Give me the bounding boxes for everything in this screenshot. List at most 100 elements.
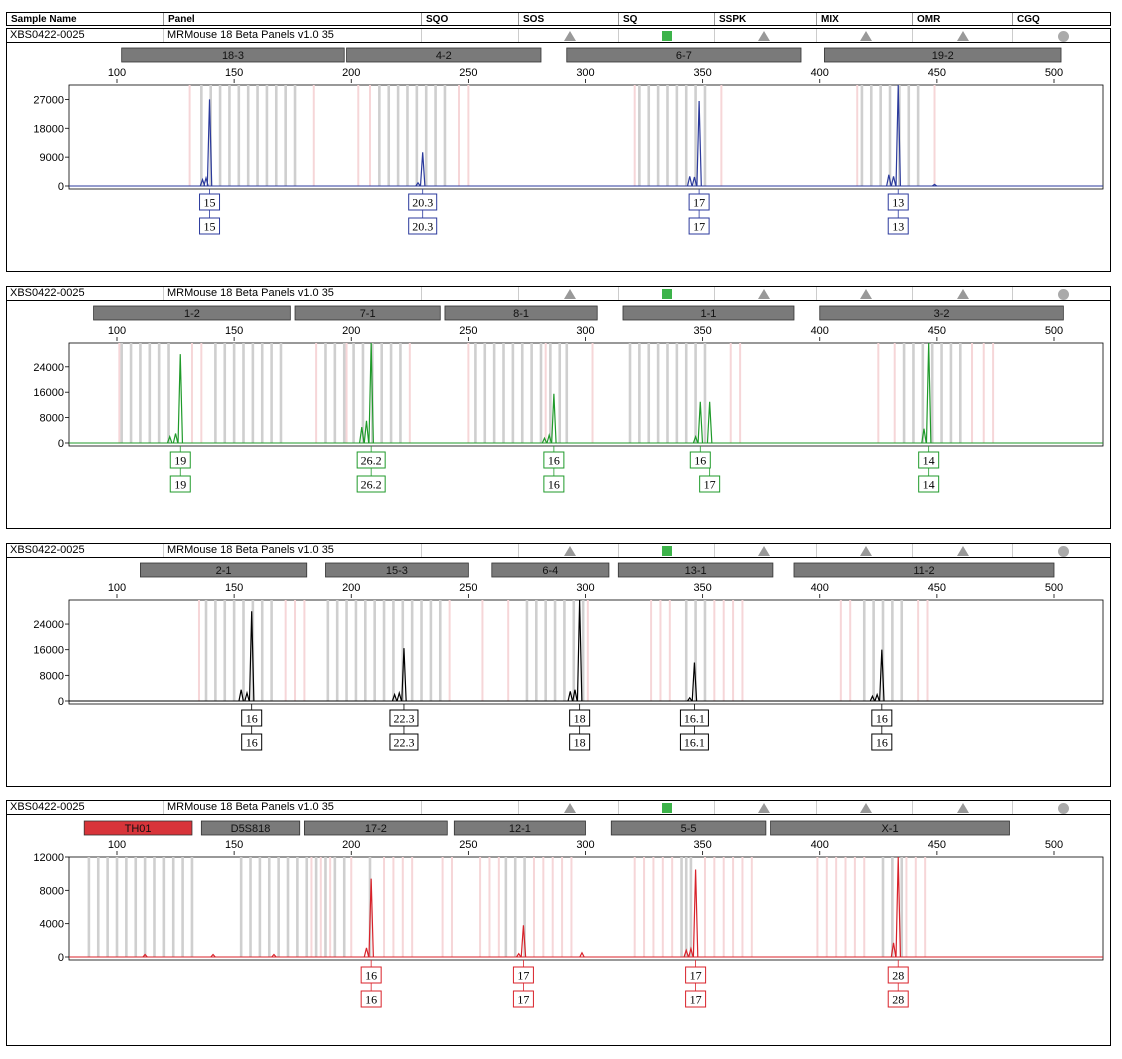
marker-bar[interactable]	[617, 562, 774, 578]
marker-bar[interactable]	[325, 562, 469, 578]
bin-pink	[458, 85, 461, 186]
sample-row[interactable]: XBS0422-0025 MRMouse 18 Beta Panels v1.0…	[7, 544, 1110, 558]
electropherogram-plot[interactable]: 2-1 15-3 6-4 13-1 11-2 100 150 200 250 300 350 400 4…	[7, 558, 1110, 800]
marker-bar[interactable]	[770, 820, 1010, 836]
bin-gray	[907, 85, 911, 186]
bin-pink	[190, 343, 193, 443]
electropherogram-plot[interactable]: 1-2 7-1 8-1 1-1 3-2 100 150 200 250 300 350 400 450 5…	[7, 301, 1110, 542]
sample-row[interactable]: XBS0422-0025 MRMouse 18 Beta Panels v1.0…	[7, 801, 1110, 815]
omr-triangle-icon	[957, 289, 969, 299]
trace-peak	[546, 432, 552, 444]
col-cgq[interactable]: CGQ	[1012, 13, 1110, 25]
marker-bar[interactable]	[294, 305, 441, 321]
bin-gray	[87, 857, 91, 957]
marker-bar[interactable]	[303, 820, 448, 836]
bin-gray	[429, 600, 433, 701]
marker-bar[interactable]	[346, 47, 542, 63]
allele-call-label: 16	[365, 993, 377, 1007]
col-sspk[interactable]: SSPK	[714, 13, 816, 25]
col-panel[interactable]: Panel	[163, 13, 421, 25]
trace-peak	[516, 952, 522, 958]
marker-bar[interactable]	[121, 47, 345, 63]
x-tick-label: 150	[225, 67, 243, 79]
trace-peak	[177, 354, 184, 444]
col-sq[interactable]: SQ	[618, 13, 714, 25]
marker-bar[interactable]	[793, 562, 1055, 578]
allele-call-label: 22.3	[393, 736, 414, 750]
marker-bar[interactable]	[622, 305, 795, 321]
bin-pink	[312, 85, 315, 186]
bin-pink	[497, 857, 500, 957]
bin-gray	[549, 343, 552, 443]
sample-row[interactable]: XBS0422-0025 MRMouse 18 Beta Panels v1.0…	[7, 287, 1110, 301]
allele-call-label: 26.2	[361, 478, 382, 492]
marker-bar[interactable]	[200, 820, 301, 836]
bin-gray	[525, 600, 529, 701]
marker-bar[interactable]	[491, 562, 610, 578]
sos-cell	[518, 801, 618, 814]
bin-pink	[652, 857, 655, 957]
x-tick-label: 250	[459, 325, 477, 337]
allele-call-label: 26.2	[361, 454, 382, 468]
bin-gray	[401, 600, 405, 701]
bin-gray	[513, 857, 517, 957]
bin-pink	[971, 343, 974, 443]
panel-name: MRMouse 18 Beta Panels v1.0 35	[163, 29, 421, 42]
marker-bar[interactable]	[566, 47, 802, 63]
y-tick-label: 8000	[40, 885, 64, 897]
marker-bar[interactable]	[140, 562, 308, 578]
col-sample-name[interactable]: Sample Name	[11, 14, 77, 25]
bin-gray	[916, 85, 920, 186]
trace-peak	[419, 152, 426, 187]
trace-peak	[869, 694, 876, 702]
trace-peak	[391, 692, 398, 702]
bin-pink	[591, 343, 594, 443]
col-mix[interactable]: MIX	[816, 13, 912, 25]
bin-pink	[839, 600, 842, 701]
bin-gray	[96, 857, 100, 957]
marker-bar[interactable]	[83, 820, 193, 836]
bin-pink	[668, 600, 671, 701]
bin-gray	[296, 857, 299, 957]
bin-gray	[270, 343, 273, 443]
bin-pink	[633, 85, 636, 186]
trace-peak	[691, 662, 698, 702]
bin-pink	[507, 600, 510, 701]
bin-gray	[389, 343, 393, 443]
allele-call-box	[871, 733, 893, 751]
sample-row[interactable]: XBS0422-0025 MRMouse 18 Beta Panels v1.0…	[7, 29, 1110, 43]
bin-pink	[863, 857, 866, 957]
allele-call-box	[887, 990, 909, 1008]
marker-bar[interactable]	[444, 305, 598, 321]
bin-gray	[139, 343, 142, 443]
marker-bar[interactable]	[93, 305, 291, 321]
bin-gray	[900, 857, 904, 957]
panel-name: MRMouse 18 Beta Panels v1.0 35	[163, 801, 421, 814]
bin-pink	[345, 343, 348, 443]
allele-call-box	[685, 990, 707, 1008]
marker-bar[interactable]	[610, 820, 767, 836]
marker-bar[interactable]	[819, 305, 1064, 321]
col-sos[interactable]: SOS	[518, 13, 618, 25]
bin-gray	[949, 343, 953, 443]
bin-gray	[326, 600, 330, 701]
bin-gray	[680, 857, 683, 957]
mix-cell	[816, 544, 912, 557]
col-sqo[interactable]: SQO	[421, 13, 518, 25]
col-omr[interactable]: OMR	[912, 13, 1012, 25]
electropherogram-plot[interactable]: TH01 D5S818 17-2 12-1 5-5 X-1 100 150 200 250 300 3…	[7, 815, 1110, 1059]
trace-peak	[199, 177, 206, 187]
marker-bar[interactable]	[453, 820, 586, 836]
allele-call-label: 19	[174, 454, 186, 468]
allele-call-box	[543, 451, 565, 469]
x-tick-label: 200	[342, 67, 360, 79]
bin-gray	[335, 600, 339, 701]
bin-gray	[694, 343, 697, 443]
bin-pink	[926, 600, 929, 701]
marker-bar[interactable]	[824, 47, 1062, 63]
bin-pink	[703, 857, 706, 957]
trace-peak	[874, 692, 880, 702]
trace-peak	[520, 925, 527, 958]
bin-gray	[881, 600, 885, 701]
